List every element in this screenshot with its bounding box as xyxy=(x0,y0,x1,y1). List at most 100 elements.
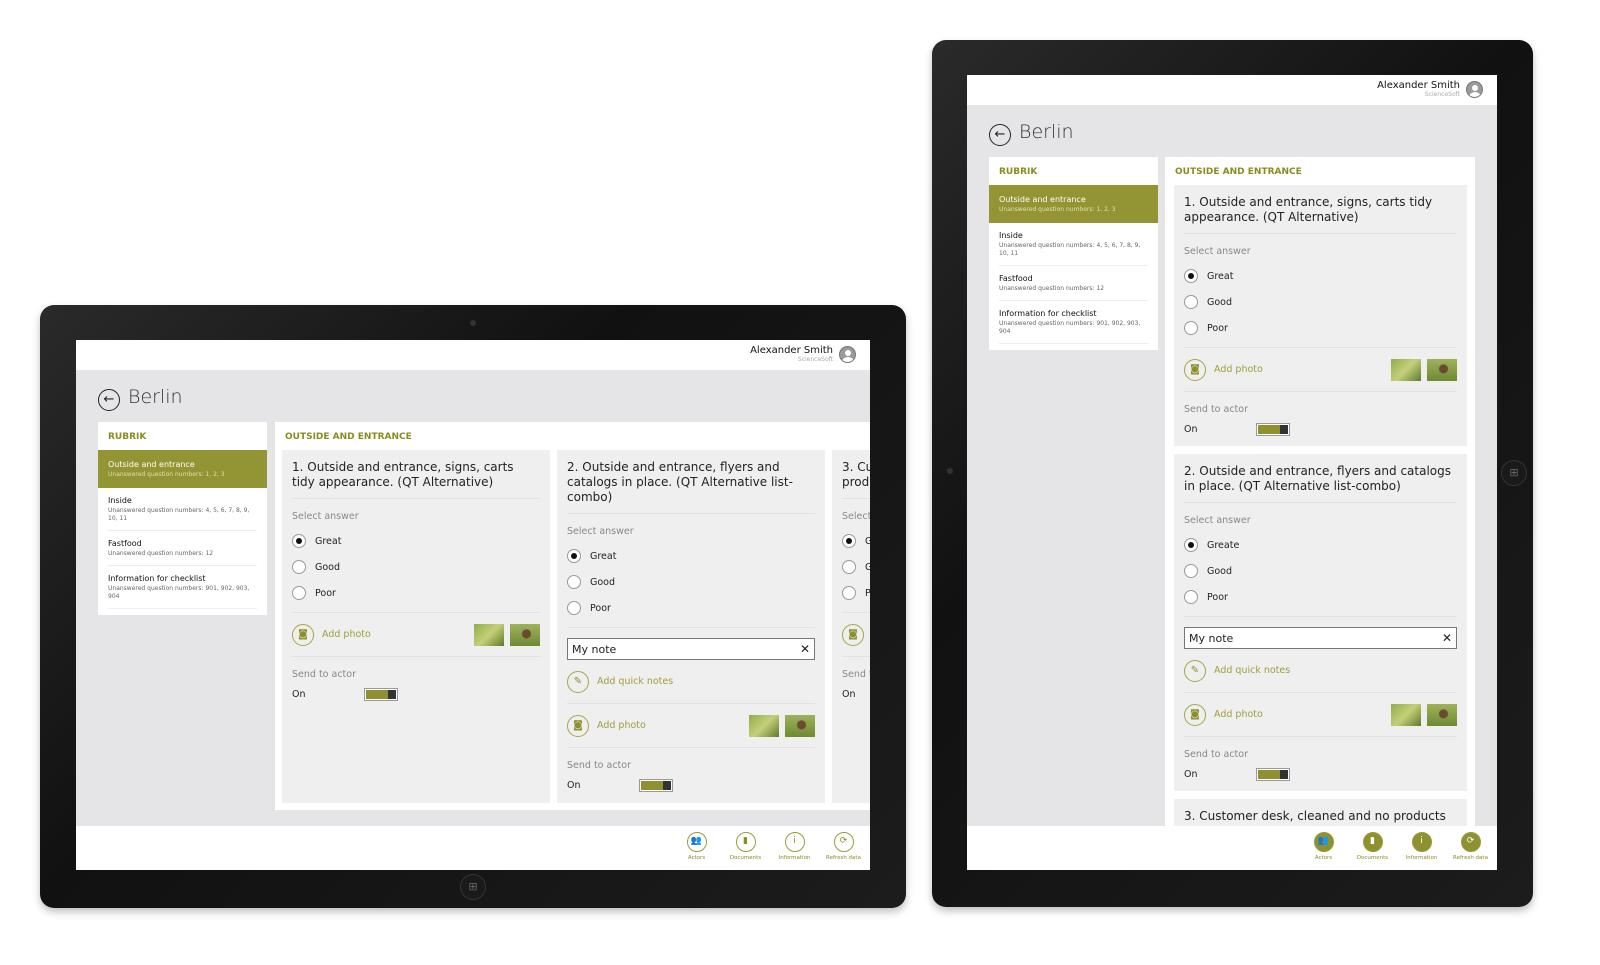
answer-label: Great xyxy=(590,550,617,562)
sidebar-item[interactable]: Information for checklist Unanswered ques… xyxy=(999,301,1148,344)
refresh-button[interactable]: ⟳ Refresh data xyxy=(1450,832,1491,861)
sidebar-item[interactable]: Outside and entrance Unanswered question … xyxy=(98,450,267,488)
answer-radio[interactable]: Good xyxy=(1184,289,1457,315)
sidebar-item[interactable]: Outside and entrance Unanswered question … xyxy=(989,185,1158,223)
answer-label: Good xyxy=(1207,296,1233,308)
sidebar-item-label: Fastfood xyxy=(108,539,142,548)
answer-radio[interactable]: Good xyxy=(842,554,870,580)
documents-icon: ▮ xyxy=(1362,832,1383,852)
photo-thumbnail[interactable] xyxy=(1391,703,1421,726)
answer-radio[interactable]: Poor xyxy=(1184,584,1457,610)
answer-label: Good xyxy=(865,561,870,573)
photo-thumbnail[interactable] xyxy=(1427,703,1457,726)
add-photo-button[interactable]: ◙Add photo xyxy=(842,613,870,657)
add-photo-button[interactable]: ◙Add photo xyxy=(1184,348,1457,392)
sidebar-item-sub: Unanswered question numbers: 1, 2, 3 xyxy=(999,206,1116,213)
refresh-button[interactable]: ⟳ Refresh data xyxy=(823,832,864,861)
divider xyxy=(1184,347,1457,348)
app-bar-label: Actors xyxy=(687,855,706,861)
add-quick-notes-button[interactable]: ✎ Add quick notes xyxy=(1184,649,1457,693)
photo-thumbnail[interactable] xyxy=(749,714,779,737)
answer-radio[interactable]: Great xyxy=(292,528,540,554)
toggle-state: On xyxy=(1184,769,1198,780)
camera-icon xyxy=(470,320,476,326)
avatar-icon[interactable] xyxy=(1466,81,1483,98)
toggle-state: On xyxy=(567,780,581,791)
clear-icon[interactable]: ✕ xyxy=(1441,631,1452,645)
toggle-state: On xyxy=(1184,424,1198,435)
clear-icon[interactable]: ✕ xyxy=(799,642,810,656)
answer-radio[interactable]: Poor xyxy=(842,580,870,606)
toggle-state: On xyxy=(842,689,856,700)
select-answer-label: Select answer xyxy=(842,511,870,522)
sidebar-item-sub: Unanswered question numbers: 4, 5, 6, 7,… xyxy=(999,242,1141,257)
sidebar-item[interactable]: Inside Unanswered question numbers: 4, 5,… xyxy=(999,223,1148,266)
note-input[interactable]: My note ✕ xyxy=(1184,627,1457,649)
app-bar-label: Information xyxy=(1405,855,1438,861)
question-card: 3. Customer desk, cleaned and no product… xyxy=(832,450,870,803)
photo-thumbnail[interactable] xyxy=(785,714,815,737)
note-value: My note xyxy=(572,642,617,656)
answer-radio[interactable]: Poor xyxy=(567,595,815,621)
back-button[interactable]: ← xyxy=(98,389,120,411)
question-card: 2. Outside and entrance, flyers and cata… xyxy=(557,450,825,803)
photo-thumbnail[interactable] xyxy=(474,623,504,646)
camera-icon: ◙ xyxy=(567,714,589,737)
app-bar: 👥 Actors ▮ Documents i Information ⟳ Refresh da… xyxy=(967,826,1497,870)
answer-radio[interactable]: Poor xyxy=(292,580,540,606)
sidebar-item[interactable]: Information for checklist Unanswered ques… xyxy=(108,566,257,609)
send-to-actor-toggle[interactable] xyxy=(1255,768,1290,781)
send-to-actor-toggle[interactable] xyxy=(638,779,673,792)
sidebar-item[interactable]: Fastfood Unanswered question numbers: 12 xyxy=(108,531,257,566)
documents-icon: ▮ xyxy=(735,832,756,852)
back-button[interactable]: ← xyxy=(989,124,1011,146)
landscape-screen: Alexander Smith ScienceSoft ← Berlin RUBRIK O… xyxy=(76,340,870,870)
add-photo-button[interactable]: ◙Add photo xyxy=(567,704,815,748)
answer-radio[interactable]: Great xyxy=(842,528,870,554)
question-title: 1. Outside and entrance, signs, carts ti… xyxy=(292,460,540,499)
actors-button[interactable]: 👥 Actors xyxy=(676,832,717,861)
send-to-actor-toggle[interactable] xyxy=(363,688,398,701)
send-to-actor-toggle[interactable] xyxy=(1255,423,1290,436)
answer-label: Great xyxy=(865,535,870,547)
app-bar-label: Information xyxy=(778,855,811,861)
windows-button[interactable]: ⊞ xyxy=(1501,460,1527,486)
answer-radio[interactable]: Poor xyxy=(1184,315,1457,341)
documents-button[interactable]: ▮ Documents xyxy=(725,832,766,861)
sidebar-heading: RUBRIK xyxy=(999,167,1038,177)
add-photo-button[interactable]: ◙Add photo xyxy=(292,613,540,657)
add-quick-notes-button[interactable]: ✎ Add quick notes xyxy=(567,660,815,704)
add-photo-button[interactable]: ◙Add photo xyxy=(1184,693,1457,737)
actors-icon: 👥 xyxy=(1313,832,1334,852)
divider xyxy=(567,627,815,628)
photo-thumbnail[interactable] xyxy=(1427,358,1457,381)
answer-label: Good xyxy=(590,576,616,588)
sidebar-item-sub: Unanswered question numbers: 901, 902, 9… xyxy=(999,320,1141,335)
rubrik-sidebar: RUBRIK Outside and entrance Unanswered que… xyxy=(989,157,1158,350)
photo-thumbnail[interactable] xyxy=(510,623,540,646)
sidebar-item-label: Fastfood xyxy=(999,274,1033,283)
radio-icon xyxy=(842,586,856,600)
sidebar-item[interactable]: Inside Unanswered question numbers: 4, 5,… xyxy=(108,488,257,531)
actors-button[interactable]: 👥 Actors xyxy=(1303,832,1344,861)
windows-button[interactable]: ⊞ xyxy=(460,874,486,900)
answer-radio[interactable]: Good xyxy=(292,554,540,580)
note-input[interactable]: My note ✕ xyxy=(567,638,815,660)
answer-radio[interactable]: Great xyxy=(1184,263,1457,289)
documents-button[interactable]: ▮ Documents xyxy=(1352,832,1393,861)
information-button[interactable]: i Information xyxy=(774,832,815,861)
sidebar-item[interactable]: Fastfood Unanswered question numbers: 12 xyxy=(999,266,1148,301)
answer-label: Good xyxy=(315,561,341,573)
answer-radio[interactable]: Great xyxy=(567,543,815,569)
radio-icon xyxy=(1184,269,1198,283)
avatar-icon[interactable] xyxy=(839,346,856,363)
user-info[interactable]: Alexander Smith ScienceSoft xyxy=(1377,80,1460,98)
sidebar-item-sub: Unanswered question numbers: 12 xyxy=(999,285,1105,292)
information-button[interactable]: i Information xyxy=(1401,832,1442,861)
answer-radio[interactable]: Good xyxy=(1184,558,1457,584)
answer-radio[interactable]: Greate xyxy=(1184,532,1457,558)
user-name: Alexander Smith xyxy=(750,345,833,356)
photo-thumbnail[interactable] xyxy=(1391,358,1421,381)
user-info[interactable]: Alexander Smith ScienceSoft xyxy=(750,345,833,363)
answer-radio[interactable]: Good xyxy=(567,569,815,595)
